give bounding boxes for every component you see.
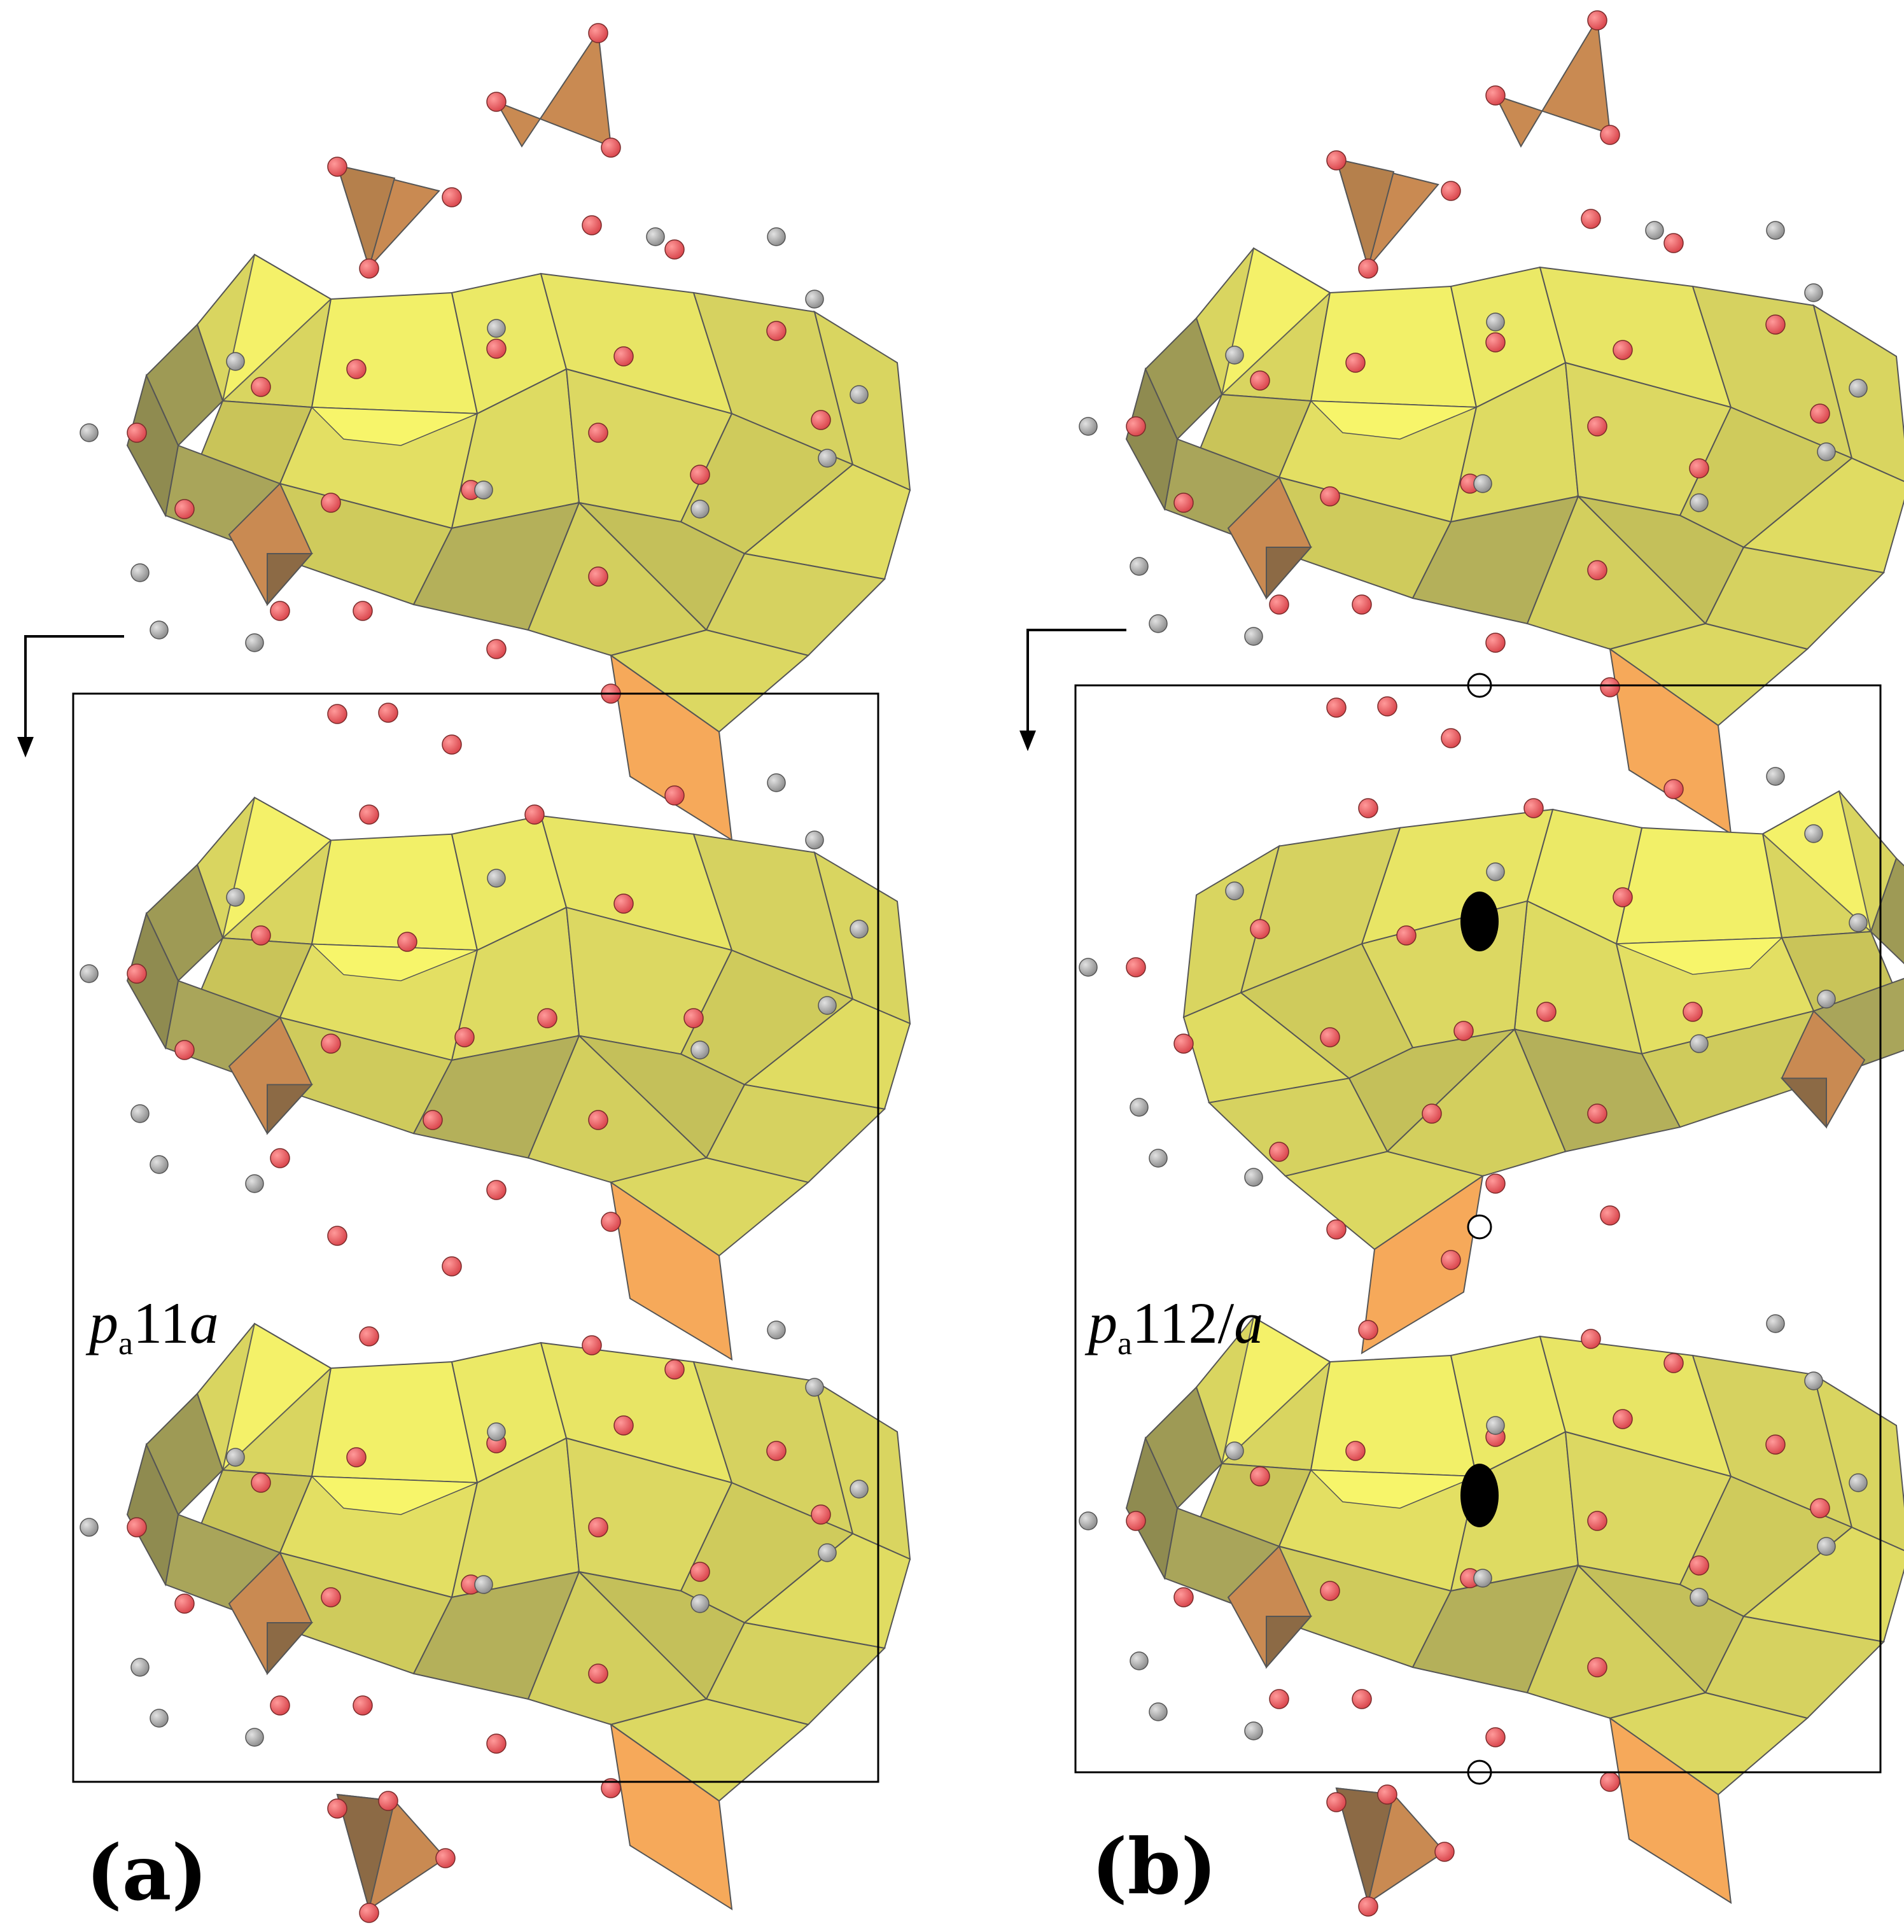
unit-cell-b [1074,684,1882,1774]
panel-a: pa11a (a) [17,23,911,1923]
unit-cell-a [72,692,879,1783]
group-upright: 11 [133,1291,190,1355]
group-italic: a [190,1291,219,1355]
group-italic: a [1234,1291,1263,1355]
lattice-subscript: a [118,1326,133,1362]
axis-arrow-a [17,635,124,758]
lattice-letter: p [1084,1291,1117,1355]
axis-arrow-b [1019,629,1126,752]
twofold-axis-symbol [1460,892,1499,951]
panel-label-b: (b) [1091,1822,1217,1912]
space-group-symbol-b: pa112/a [1084,1291,1263,1362]
group-upright: 112/ [1132,1291,1235,1355]
lattice-letter: p [85,1291,118,1355]
twofold-axis-symbol [1460,1464,1499,1527]
lattice-subscript: a [1117,1326,1132,1362]
space-group-symbol-a: pa11a [85,1291,219,1362]
panel-label-a: (a) [86,1828,207,1918]
symmetry-elements [1460,673,1499,1785]
inversion-center-symbol [1467,1214,1492,1240]
panel-b: pa112/a (b) [1019,10,1904,1917]
